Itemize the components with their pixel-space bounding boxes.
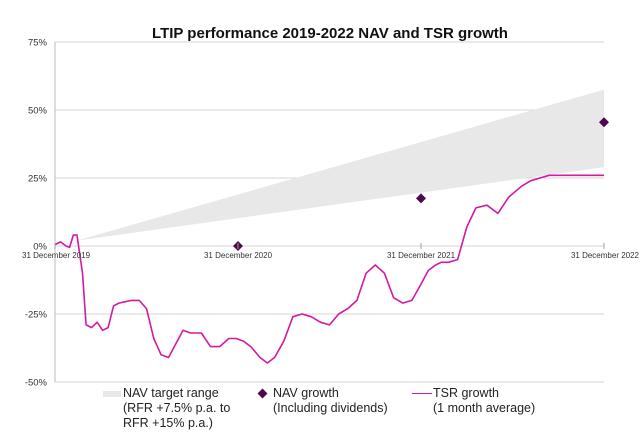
legend-label-nav-growth: NAV growth (Including dividends)	[273, 386, 388, 415]
legend-label-tsr-growth: TSR growth (1 month average)	[433, 386, 536, 415]
x-axis-ticks: 31 December 2019 31 December 2020 31 Decem…	[22, 243, 640, 260]
legend-swatch-area	[103, 391, 121, 397]
legend-swatch-line	[412, 393, 432, 394]
y-tick-label: 25%	[28, 174, 48, 185]
y-tick-label: 0%	[33, 242, 47, 253]
legend: NAV target range (RFR +7.5% p.a. to RFR …	[0, 386, 643, 436]
nav-target-range-band	[76, 89, 604, 241]
y-tick-label: -25%	[25, 310, 48, 321]
nav-growth-point	[416, 193, 426, 204]
y-tick-label: 75%	[28, 38, 48, 49]
tsr-growth-series	[54, 174, 604, 364]
y-tick-label: -50%	[25, 378, 48, 387]
x-tick-label: 31 December 2020	[204, 251, 273, 260]
chart: LTIP performance 2019-2022 NAV and TSR g…	[22, 25, 640, 387]
x-tick-label: 31 December 2019	[22, 251, 91, 260]
nav-target-range-area	[76, 89, 604, 241]
legend-label-nav-target-range: NAV target range (RFR +7.5% p.a. to RFR …	[123, 386, 231, 430]
tsr-growth-line	[54, 174, 604, 364]
x-tick-label: 31 December 2022	[571, 251, 640, 260]
chart-title: LTIP performance 2019-2022 NAV and TSR g…	[152, 25, 508, 42]
nav-growth-point	[599, 117, 609, 128]
y-axis-ticks: 75% 50% 25% 0% -25% -50%	[25, 38, 48, 387]
grid-lines	[54, 41, 604, 383]
legend-swatch-diamond-icon	[257, 388, 268, 399]
y-tick-label: 50%	[28, 106, 48, 117]
x-tick-label: 31 December 2021	[387, 251, 456, 260]
